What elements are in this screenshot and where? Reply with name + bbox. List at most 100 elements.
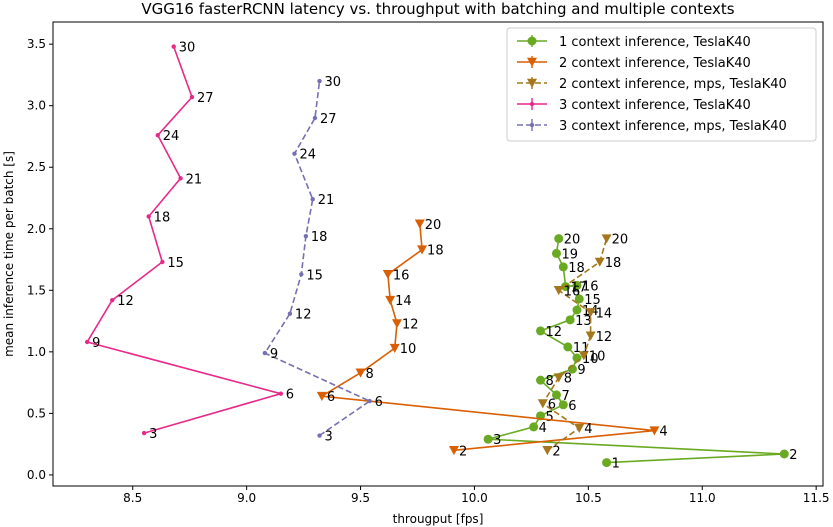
data-point	[312, 115, 318, 121]
y-tick-label: 0.0	[27, 468, 46, 482]
x-tick-label: 8.5	[123, 491, 142, 505]
legend-marker	[527, 57, 537, 67]
data-point	[178, 176, 183, 181]
data-point	[585, 308, 596, 318]
data-label: 4	[659, 425, 667, 440]
legend-label: 3 context inference, mps, TeslaK40	[559, 119, 787, 134]
x-tick-label: 11.0	[689, 491, 716, 505]
data-label: 2	[789, 448, 797, 463]
data-point	[551, 248, 561, 258]
data-label: 8	[546, 374, 554, 389]
legend-marker	[527, 78, 537, 88]
data-label: 4	[539, 421, 547, 436]
data-point	[367, 398, 372, 404]
data-point	[565, 315, 575, 325]
data-label: 18	[311, 230, 328, 245]
data-label: 30	[179, 41, 196, 56]
data-point	[262, 350, 268, 356]
data-label: 18	[605, 256, 622, 271]
data-point	[561, 282, 571, 292]
data-label: 14	[596, 306, 613, 321]
data-label: 27	[320, 112, 337, 127]
data-point	[572, 305, 582, 315]
data-label: 5	[546, 410, 554, 425]
data-point	[391, 319, 402, 329]
x-axis-label: througput [fps]	[393, 512, 484, 526]
data-label: 10	[589, 350, 606, 365]
x-tick-label: 9.5	[351, 491, 370, 505]
y-tick-label: 1.5	[27, 283, 46, 297]
legend-marker	[529, 101, 535, 107]
data-label: 4	[584, 422, 592, 437]
legend-frame	[506, 27, 817, 142]
data-point	[529, 422, 539, 432]
data-label: 24	[299, 148, 316, 163]
series-layer: 1234567891011121314151617181920246810121…	[84, 41, 798, 472]
data-label: 3	[493, 433, 501, 448]
data-point	[542, 446, 553, 456]
data-label: 12	[596, 330, 613, 345]
data-point	[317, 433, 322, 438]
data-label: 9	[577, 363, 585, 378]
data-point	[141, 430, 147, 436]
data-label: 15	[306, 268, 323, 283]
data-label: 9	[92, 336, 100, 351]
data-label: 16	[582, 279, 599, 294]
data-label: 1	[612, 457, 620, 472]
data-point	[553, 373, 564, 383]
plot-frame	[52, 21, 824, 487]
data-point	[563, 342, 573, 352]
data-label: 6	[286, 388, 294, 403]
data-label: 18	[568, 261, 585, 276]
legend: 1 context inference, TeslaK40 2 context i…	[506, 27, 817, 142]
data-point	[483, 434, 493, 444]
data-point	[537, 399, 548, 409]
legend-label: 2 context inference, TeslaK40	[559, 56, 751, 71]
data-label: 17	[571, 281, 588, 296]
data-label: 12	[402, 318, 419, 333]
data-point	[355, 368, 366, 378]
data-label: 20	[564, 233, 581, 248]
legend-label: 1 context inference, TeslaK40	[559, 35, 751, 50]
x-tick-label: 10.0	[461, 491, 488, 505]
data-point	[551, 390, 561, 400]
data-label: 3	[149, 427, 157, 442]
data-label: 12	[295, 308, 312, 323]
data-point	[572, 280, 582, 290]
data-point	[385, 295, 396, 305]
series-line	[263, 81, 372, 437]
data-point	[417, 245, 428, 255]
y-tick-label: 2.5	[27, 160, 46, 174]
data-point	[382, 270, 393, 280]
chart-title: VGG16 fasterRCNN latency vs. throughput …	[141, 0, 734, 18]
data-point	[602, 458, 612, 468]
legend-label: 3 context inference, TeslaK40	[559, 98, 751, 113]
legend-entry-5: 3 context inference, mps, TeslaK40	[517, 119, 787, 134]
data-point	[278, 391, 284, 396]
series-line	[319, 223, 655, 452]
y-axis-label: mean inference time per batch [s]	[2, 151, 16, 357]
x-tick-label: 9.0	[237, 491, 256, 505]
data-point	[536, 375, 546, 385]
data-point	[536, 326, 546, 336]
legend-entry-1: 1 context inference, TeslaK40	[517, 35, 751, 50]
data-label: 19	[561, 247, 578, 262]
data-point	[303, 233, 309, 239]
data-point	[585, 331, 596, 341]
data-label: 8	[564, 372, 572, 387]
data-label: 6	[375, 395, 383, 410]
data-point	[448, 446, 459, 456]
data-label: 24	[163, 129, 180, 144]
data-label: 27	[197, 91, 214, 106]
data-label: 18	[154, 210, 171, 225]
data-label: 9	[270, 347, 278, 362]
data-point	[649, 426, 660, 436]
data-point	[310, 197, 315, 202]
data-point	[414, 219, 425, 229]
data-point	[155, 133, 160, 138]
data-label: 20	[612, 233, 629, 248]
data-label: 2	[459, 444, 467, 459]
data-label: 15	[167, 256, 184, 271]
